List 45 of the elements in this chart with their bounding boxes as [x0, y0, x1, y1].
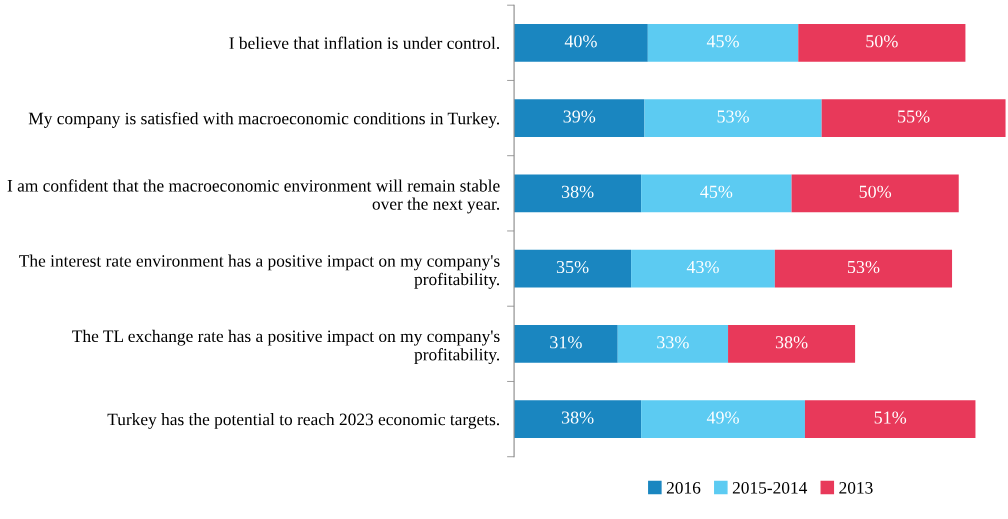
data-label: 38%	[775, 336, 808, 349]
bar	[728, 325, 856, 363]
y-tick-label: My company is satisfied with macroeconomic conditions in Turkey.	[28, 111, 500, 128]
bar	[641, 174, 792, 213]
y-tick-label: Turkey has the potential to reach 2023 economic targets.	[107, 413, 500, 429]
bar	[644, 99, 822, 137]
bar	[791, 174, 959, 213]
bar	[514, 24, 648, 62]
data-label: 38%	[561, 185, 594, 198]
bar	[514, 174, 642, 213]
bar	[798, 24, 966, 62]
y-tick-label: The TL exchange rate has a positive impact on my company's profitability.	[72, 329, 500, 365]
bar	[617, 325, 729, 363]
data-label: 31%	[550, 336, 582, 349]
bar	[647, 24, 799, 62]
bar	[514, 325, 618, 363]
bar	[774, 249, 953, 288]
bar	[631, 249, 775, 288]
data-label: 50%	[866, 35, 898, 48]
y-tick-label: The interest rate environment has a positive impact on my company's profitability.	[19, 254, 500, 289]
bar	[514, 99, 645, 137]
data-label: 53%	[717, 110, 749, 123]
y-tick-label: I am confident that the macroeconomic environment will remain stable over the next year.	[7, 179, 500, 214]
legend-label: 2016	[666, 481, 701, 494]
data-label: 38%	[561, 411, 594, 424]
y-tick-label: I believe that inflation is under control.	[229, 36, 500, 50]
legend-label: 2015-2014	[732, 481, 808, 494]
data-label: 49%	[706, 411, 739, 424]
data-label: 50%	[859, 185, 892, 198]
data-label: 40%	[564, 35, 597, 48]
data-label: 45%	[700, 185, 733, 198]
data-label: 55%	[898, 110, 930, 123]
bar	[514, 400, 642, 438]
data-label: 33%	[657, 336, 689, 349]
data-label: 39%	[563, 110, 596, 123]
data-label: 53%	[847, 260, 880, 274]
data-label: 35%	[556, 260, 589, 274]
data-label: 43%	[686, 260, 719, 274]
data-label: 51%	[874, 411, 907, 424]
bar	[641, 400, 805, 438]
bar	[514, 249, 632, 288]
data-label: 45%	[706, 35, 739, 48]
bar	[804, 400, 976, 438]
bar	[821, 99, 1006, 137]
legend-label: 2013	[839, 481, 873, 494]
